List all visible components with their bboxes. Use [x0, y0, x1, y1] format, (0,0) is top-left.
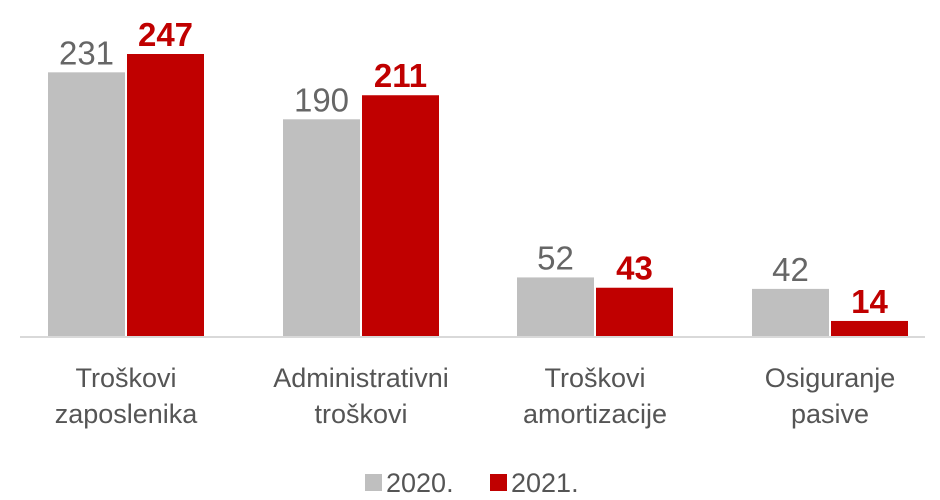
bar-tro-kovi-amortizacije-series-1 [596, 287, 673, 337]
category-label-administrativni-tro-kovi-line-0: Administrativni [273, 363, 449, 393]
legend-label-1: 2021. [511, 468, 579, 498]
bars-group [48, 54, 908, 338]
value-label-osiguranje-pasive-series-0: 42 [772, 251, 809, 288]
value-label-tro-kovi-amortizacije-series-0: 52 [537, 239, 574, 276]
value-labels-group: 231 247 190 211 52 43 42 14 [59, 16, 889, 320]
category-label-administrativni-tro-kovi-line-1: troškovi [314, 399, 407, 429]
bar-administrativni-tro-kovi-series-0 [283, 119, 360, 337]
category-label-tro-kovi-zaposlenika-line-1: zaposlenika [55, 399, 199, 429]
bar-tro-kovi-amortizacije-series-0 [517, 277, 594, 337]
bar-tro-kovi-zaposlenika-series-0 [48, 72, 125, 338]
legend-label-0: 2020. [386, 468, 454, 498]
legend: 2020. 2021. [365, 468, 579, 498]
category-label-tro-kovi-zaposlenika-line-0: Troškovi [75, 363, 176, 393]
category-label-tro-kovi-amortizacije-line-1: amortizacije [523, 399, 667, 429]
value-label-administrativni-tro-kovi-series-0: 190 [294, 81, 349, 118]
bar-osiguranje-pasive-series-0 [752, 288, 829, 337]
bar-tro-kovi-zaposlenika-series-1 [127, 54, 204, 337]
category-labels-group: Troškovi zaposlenika Administrativni troško… [55, 363, 896, 429]
category-label-tro-kovi-amortizacije-line-0: Troškovi [544, 363, 645, 393]
value-label-tro-kovi-zaposlenika-series-0: 231 [59, 34, 114, 71]
legend-swatch-0 [365, 474, 382, 491]
value-label-administrativni-tro-kovi-series-1: 211 [374, 57, 427, 94]
bar-administrativni-tro-kovi-series-1 [362, 95, 439, 337]
category-label-osiguranje-pasive-line-0: Osiguranje [765, 363, 896, 393]
legend-swatch-1 [490, 474, 507, 491]
category-label-osiguranje-pasive-line-1: pasive [791, 399, 869, 429]
value-label-tro-kovi-amortizacije-series-1: 43 [616, 250, 653, 287]
value-label-osiguranje-pasive-series-1: 14 [851, 283, 888, 320]
bar-osiguranje-pasive-series-1 [831, 320, 908, 337]
value-label-tro-kovi-zaposlenika-series-1: 247 [138, 16, 193, 53]
